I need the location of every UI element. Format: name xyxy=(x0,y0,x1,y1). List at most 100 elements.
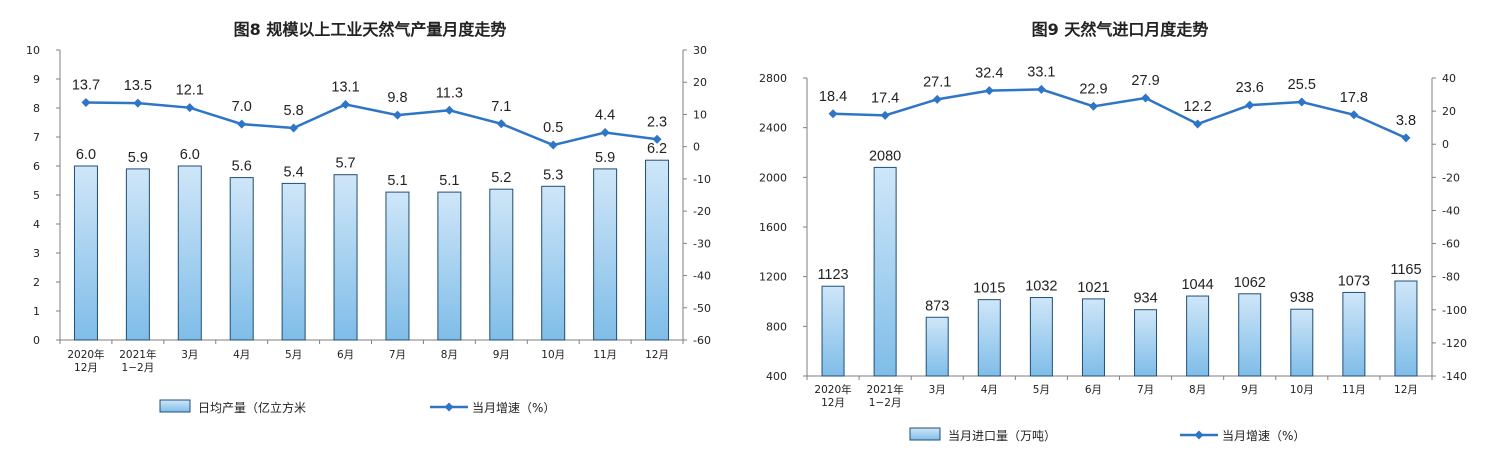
growth-point xyxy=(652,134,662,144)
legend-line-marker xyxy=(444,402,454,412)
bar-value-label: 6.2 xyxy=(647,141,667,157)
growth-value-label: 12.1 xyxy=(176,83,204,99)
right-tick-label: -100 xyxy=(1442,304,1467,317)
bar-value-label: 6.0 xyxy=(180,147,200,163)
growth-value-label: 5.8 xyxy=(284,103,304,119)
growth-point xyxy=(548,140,558,150)
bar xyxy=(977,299,1001,377)
left-tick-label: 400 xyxy=(766,370,787,383)
bar xyxy=(1342,291,1366,377)
growth-point xyxy=(1193,119,1203,129)
category-label: 2021年 xyxy=(867,383,904,396)
category-label: 5月 xyxy=(285,349,302,361)
right-tick-label: -20 xyxy=(1442,171,1460,184)
bar-value-label: 6.0 xyxy=(76,147,96,163)
bar-value-label: 1015 xyxy=(973,281,1005,297)
right-tick-label: -50 xyxy=(693,302,711,315)
growth-value-label: 13.1 xyxy=(331,79,359,95)
bar-value-label: 5.1 xyxy=(387,173,407,189)
bar-value-label: 5.2 xyxy=(491,170,511,186)
growth-value-label: 17.4 xyxy=(871,90,899,106)
growth-point xyxy=(600,127,610,137)
category-label: 12月 xyxy=(1394,384,1418,396)
right-tick-label: -40 xyxy=(1442,204,1460,217)
legend-line-marker xyxy=(1194,430,1204,440)
left-tick-label: 6 xyxy=(33,160,40,173)
bar xyxy=(177,165,202,341)
growth-value-label: 11.3 xyxy=(436,85,463,101)
growth-point xyxy=(237,119,247,129)
left-tick-label: 4 xyxy=(33,218,40,231)
category-label: 9月 xyxy=(1241,384,1258,396)
growth-point xyxy=(1245,100,1255,110)
category-label: 5月 xyxy=(1033,384,1050,396)
growth-value-label: 3.8 xyxy=(1396,113,1416,129)
category-label: 6月 xyxy=(337,349,354,361)
bar-value-label: 934 xyxy=(1133,291,1157,307)
bar-value-label: 1062 xyxy=(1234,275,1266,291)
bar xyxy=(541,185,566,341)
category-label: 12月 xyxy=(645,349,669,361)
growth-value-label: 27.1 xyxy=(923,74,951,90)
growth-line xyxy=(85,101,658,147)
growth-point xyxy=(133,98,143,108)
legend-bar-swatch xyxy=(909,427,941,441)
category-label: 8月 xyxy=(441,349,458,361)
right-tick-label: 20 xyxy=(693,76,707,89)
growth-value-label: 18.4 xyxy=(819,89,847,105)
left-tick-label: 1200 xyxy=(759,271,787,284)
right-tick-label: -60 xyxy=(693,334,711,347)
growth-value-label: 17.8 xyxy=(1340,90,1368,106)
bar xyxy=(1081,298,1105,377)
growth-value-label: 2.3 xyxy=(647,114,667,130)
growth-value-label: 4.4 xyxy=(595,107,615,123)
category-label: 10月 xyxy=(1290,384,1314,396)
bar-value-label: 1044 xyxy=(1181,277,1213,293)
right-tick-label: 40 xyxy=(1442,72,1456,85)
left-tick-label: 10 xyxy=(26,44,40,57)
growth-value-label: 12.2 xyxy=(1184,99,1212,115)
left-tick-label: 1600 xyxy=(759,221,787,234)
right-tick-label: -60 xyxy=(1442,238,1460,251)
bar-value-label: 1073 xyxy=(1338,273,1370,289)
category-label: 12月 xyxy=(74,362,98,374)
bar xyxy=(1186,295,1210,377)
growth-value-label: 33.1 xyxy=(1027,64,1055,80)
legend-line-label: 当月增速（%） xyxy=(472,401,555,415)
growth-point xyxy=(341,99,351,109)
bar-value-label: 1123 xyxy=(817,267,848,283)
right-tick-label: -20 xyxy=(693,205,711,218)
category-label: 12月 xyxy=(821,397,845,409)
growth-point xyxy=(496,119,506,129)
growth-point xyxy=(392,110,402,120)
left-tick-label: 8 xyxy=(33,102,40,115)
left-tick-label: 2000 xyxy=(759,171,787,184)
bar xyxy=(489,188,514,341)
category-label: 1−2月 xyxy=(869,397,902,409)
bar xyxy=(73,165,98,341)
left-tick-label: 1 xyxy=(33,305,40,318)
legend-bar-swatch xyxy=(159,399,191,413)
growth-point xyxy=(1401,133,1411,143)
right-tick-label: -140 xyxy=(1442,370,1467,383)
category-label: 1−2月 xyxy=(122,362,155,374)
bar-value-label: 5.3 xyxy=(543,167,563,183)
category-label: 7月 xyxy=(389,349,406,361)
growth-point xyxy=(289,123,299,133)
growth-point xyxy=(185,103,195,113)
bar-value-label: 873 xyxy=(925,298,949,314)
category-label: 6月 xyxy=(1085,384,1102,396)
growth-point xyxy=(984,86,994,96)
growth-value-label: 25.5 xyxy=(1288,77,1316,93)
bar xyxy=(925,316,949,377)
bar xyxy=(229,177,254,341)
category-label: 3月 xyxy=(181,349,198,361)
chart-title: 图8 规模以上工业天然气产量月度走势 xyxy=(234,20,507,39)
growth-value-label: 27.9 xyxy=(1131,73,1159,89)
bar xyxy=(1238,293,1262,377)
category-label: 7月 xyxy=(1137,384,1154,396)
category-label: 2020年 xyxy=(67,348,104,361)
right-tick-label: -10 xyxy=(693,173,711,186)
bar xyxy=(437,191,462,341)
